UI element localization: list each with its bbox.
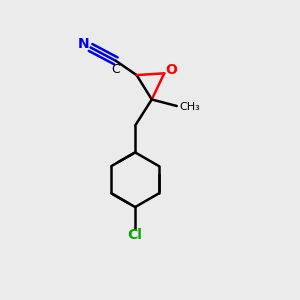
Text: CH₃: CH₃ — [179, 103, 200, 112]
Text: N: N — [78, 38, 90, 52]
Text: Cl: Cl — [128, 228, 142, 242]
Text: O: O — [165, 63, 177, 77]
Text: C: C — [111, 63, 120, 76]
